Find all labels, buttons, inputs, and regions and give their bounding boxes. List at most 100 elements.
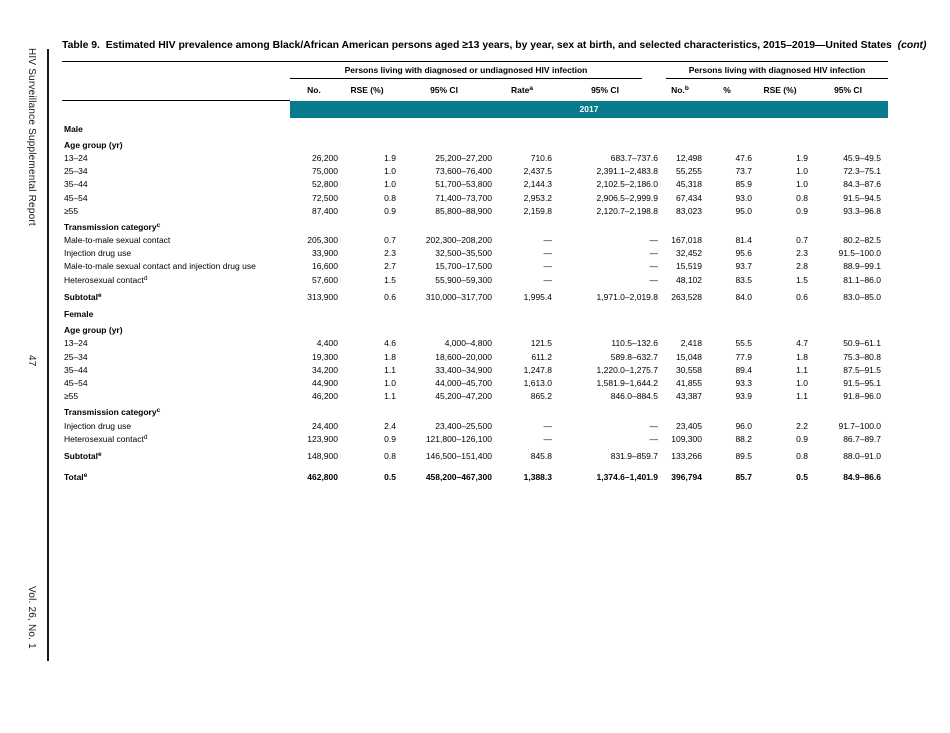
table-cell [658,403,702,419]
table-cell: 81.1–86.0 [843,274,882,285]
row-label: Transmission categoryc [64,407,161,418]
table-title: Table 9. Estimated HIV prevalence among … [62,40,926,52]
row-label: Subtotale [64,291,102,302]
table-cell: — [649,235,659,246]
table-cell: 0.7 [384,235,396,246]
table-row: Transmission categoryc [62,217,888,233]
row-label: Age group (yr) [64,325,123,336]
table-cell: 611.2 [531,351,552,362]
row-label: Age group (yr) [64,139,123,150]
group-header-row: Persons living with diagnosed or undiagn… [62,62,889,79]
table-cell: 93.3–96.8 [843,205,882,216]
table-cell [658,217,702,233]
table-cell: 91.5–95.1 [843,377,882,388]
table-cell [338,135,396,151]
table-cell: — [649,274,659,285]
table-cell [658,135,702,151]
row-label: 25–34 [64,166,88,177]
table-cell: 72,500 [312,192,338,203]
table-cell: 202,300–208,200 [425,235,492,246]
table-cell [702,321,752,337]
table-row: 25–34 19,300 1.8 18,600–20,000 611.2 589.8–63… [62,350,888,363]
table-cell: 16,600 [312,261,338,272]
col-header-no: No. [307,84,321,95]
table-cell: 2,391.1–2,483.8 [596,166,658,177]
table-cell: 1.0 [796,377,808,388]
table-cell: 44,900 [312,377,338,388]
table-cell: 81.4 [735,235,752,246]
table-row: Heterosexual contactd 57,600 1.5 55,900–59,… [62,273,888,286]
table-cell [492,135,552,151]
table-cell [552,403,658,419]
table-cell: 2,144.3 [523,179,552,190]
table-cell: 1,388.3 [523,472,552,483]
table-cell [752,403,808,419]
table-cell: — [649,433,659,444]
table-cell: 123,900 [307,433,338,444]
table-cell: 88.9–99.1 [843,261,882,272]
table-cell: 83.5 [735,274,752,285]
table-cell: 75,000 [312,166,338,177]
table-cell [752,118,808,135]
table-cell: 1,613.0 [523,377,552,388]
table-row: Transmission categoryc [62,403,888,419]
table-cell: 55,900–59,300 [435,274,492,285]
table-cell: 1,247.8 [523,364,552,375]
table-cell: 2.7 [384,261,396,272]
table-row: Age group (yr) [62,135,888,151]
table-cell: — [543,274,553,285]
journal-title-vertical: HIV Surveillance Supplemental Report [26,48,37,226]
table-cell: 2.4 [384,420,396,431]
table-row: 35–44 34,200 1.1 33,400–34,900 1,247.8 1,220.… [62,363,888,376]
table-cell: 87,400 [312,205,338,216]
table-cell: 396,794 [671,472,702,483]
table-cell [808,321,888,337]
table-cell: 89.5 [735,450,752,461]
table-cell [658,118,702,135]
table-row: ≥55 46,200 1.1 45,200–47,200 865.2 846.0–884.… [62,390,888,403]
table-cell: 88.0–91.0 [843,450,882,461]
table-cell: 83.0–85.0 [843,291,882,302]
row-label: 45–54 [64,377,88,388]
table-cell: 19,300 [312,351,338,362]
col-header-rse2: RSE (%) [763,84,797,95]
table-cell: 43,387 [676,391,702,402]
table-cell: 93.7 [735,261,752,272]
table-row: Subtotale 148,900 0.8 146,500–151,400 845.8 8… [62,445,888,462]
table-cell: 1.0 [384,179,396,190]
table-cell: 48,102 [676,274,702,285]
table-cell [396,403,492,419]
table-cell: 26,200 [312,152,338,163]
table-cell: 47.6 [735,152,752,163]
row-label: 13–24 [64,152,88,163]
table-cell: 2,418 [680,338,702,349]
table-cell: — [543,235,553,246]
table-cell [658,321,702,337]
table-cell: — [543,433,553,444]
table-cell: 45.9–49.5 [843,152,882,163]
table-cell: — [543,261,553,272]
table-cell: 0.8 [796,450,808,461]
table-row: Male-to-male sexual contact 205,300 0.7 202… [62,234,888,247]
table-cell [552,217,658,233]
table-cell: 1.1 [796,364,808,375]
table-cell: 1.0 [796,166,808,177]
table-cell: 1,971.0–2,019.8 [596,291,658,302]
table-cell [290,303,338,320]
volume-label: Vol. 26, No. 1 [26,586,37,649]
table-title-cont: (cont) [897,40,927,51]
page-number: 47 [26,355,37,367]
table-cell: 33,900 [312,248,338,259]
table-cell: 167,018 [671,235,702,246]
table-cell: 0.9 [384,205,396,216]
table-cell: 865.2 [530,391,552,402]
row-label: Injection drug use [64,248,132,259]
table-cell [808,303,888,320]
table-cell: 121.5 [530,338,552,349]
table-cell: — [543,420,553,431]
table-cell [808,217,888,233]
table-cell: 89.4 [735,364,752,375]
table-cell: 2,906.5–2,999.9 [596,192,658,203]
table-cell [396,217,492,233]
